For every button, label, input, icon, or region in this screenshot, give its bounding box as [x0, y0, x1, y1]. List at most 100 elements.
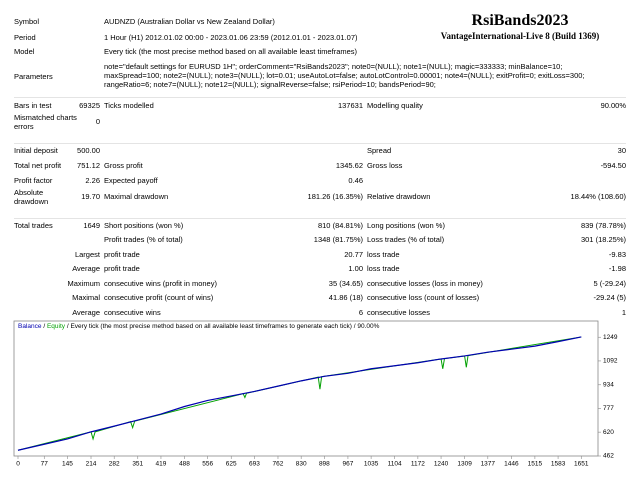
stat-label: loss trade: [367, 250, 400, 259]
x-tick-label: 693: [249, 461, 260, 468]
stat-label: consecutive losses: [367, 308, 430, 317]
x-tick-label: 1377: [481, 461, 496, 468]
x-tick-label: 556: [202, 461, 213, 468]
stat-value: 19.70: [81, 192, 100, 201]
series-line: [17, 336, 582, 451]
stat-label: consecutive wins (profit in money): [104, 279, 217, 288]
stat-value: 500.00: [77, 146, 100, 155]
chart-frame: [13, 320, 599, 457]
y-tick-label: 1249: [603, 334, 618, 341]
stat-label: Gross loss: [367, 161, 403, 170]
x-tick-label: 419: [156, 461, 167, 468]
stat-value: -9.83: [608, 250, 626, 259]
stat-label: Mismatched charts errors: [14, 113, 77, 131]
stat-value: 2.26: [85, 176, 100, 185]
stat-value: 18.44% (108.60): [570, 192, 626, 201]
legend-balance: Balance: [18, 323, 42, 330]
x-tick-label: 351: [132, 461, 143, 468]
y-tick-label: 1092: [603, 358, 618, 365]
x-tick-label: 214: [86, 461, 97, 468]
stat-value: Average: [72, 308, 100, 317]
report-title: RsiBands2023: [471, 12, 569, 29]
y-tick-label: 462: [603, 453, 614, 460]
stat-label: Initial deposit: [14, 146, 58, 155]
stat-label: Profit factor: [14, 176, 53, 185]
legend-quality: 90.00%: [357, 323, 380, 330]
stat-value: 5 (-29.24): [593, 279, 626, 288]
stat-label: Total trades: [14, 221, 53, 230]
legend-separator: /: [66, 323, 69, 330]
stat-value: 0: [95, 117, 100, 126]
stat-value: Average: [72, 264, 100, 273]
x-tick-label: 1172: [411, 461, 425, 468]
stat-value: 1: [621, 308, 626, 317]
stat-label: Spread: [367, 146, 392, 155]
stat-label: Gross profit: [104, 161, 143, 170]
x-tick-label: 77: [41, 461, 49, 468]
stat-value: 1348 (81.75%): [313, 235, 363, 244]
stat-value: 1.00: [348, 264, 363, 273]
info-value: note="default settings for EURUSD 1H"; o…: [104, 62, 585, 89]
x-tick-label: 1446: [504, 461, 519, 468]
stat-label: Loss trades (% of total): [367, 235, 445, 244]
stat-label: Ticks modelled: [104, 101, 154, 110]
stat-value: 6: [358, 308, 363, 317]
stat-value: 1345.62: [335, 161, 363, 170]
stat-value: 181.26 (16.35%): [307, 192, 363, 201]
legend-equity: Equity: [46, 323, 66, 330]
y-tick-label: 934: [603, 381, 614, 388]
x-tick-label: 1651: [574, 461, 589, 468]
info-value: AUDNZD (Australian Dollar vs New Zealand…: [104, 17, 275, 26]
x-tick-label: 1104: [388, 461, 402, 468]
stat-label: Absolute drawdown: [14, 188, 49, 206]
info-label: Model: [14, 47, 35, 56]
x-tick-label: 0: [16, 461, 20, 468]
stat-value: 20.77: [344, 250, 363, 259]
stat-label: Expected payoff: [104, 176, 158, 185]
stat-value: 810 (84.81%): [317, 221, 363, 230]
stat-value: 137631: [337, 101, 363, 110]
x-tick-label: 898: [319, 461, 330, 468]
stat-label: Total net profit: [14, 161, 62, 170]
stat-label: profit trade: [104, 264, 140, 273]
stat-label: Short positions (won %): [104, 221, 184, 230]
x-tick-label: 488: [179, 461, 190, 468]
x-tick-label: 1583: [551, 461, 566, 468]
x-tick-label: 625: [226, 461, 237, 468]
info-label: Symbol: [14, 17, 40, 26]
x-tick-label: 145: [62, 461, 73, 468]
stat-value: 751.12: [77, 161, 100, 170]
y-tick-label: 620: [603, 429, 614, 436]
stat-label: consecutive losses (loss in money): [367, 279, 483, 288]
stat-label: consecutive profit (count of wins): [104, 293, 214, 302]
info-value: Every tick (the most precise method base…: [104, 47, 358, 56]
chart-legend: Balance / Equity / Every tick (the most …: [18, 323, 379, 330]
x-tick-label: 967: [342, 461, 353, 468]
y-tick-label: 777: [603, 405, 614, 412]
legend-separator: /: [353, 323, 356, 330]
stat-value: 839 (78.78%): [580, 221, 626, 230]
legend-separator: /: [43, 323, 46, 330]
stat-label: consecutive loss (count of losses): [367, 293, 480, 302]
stat-value: -594.50: [600, 161, 626, 170]
stat-label: Modelling quality: [367, 101, 423, 110]
stat-value: Maximal: [72, 293, 100, 302]
x-tick-label: 762: [273, 461, 284, 468]
stat-value: Largest: [74, 250, 100, 259]
info-value: 1 Hour (H1) 2012.01.02 00:00 - 2023.01.0…: [104, 33, 358, 42]
x-tick-label: 830: [296, 461, 307, 468]
stat-value: 0.46: [348, 176, 363, 185]
stat-value: 30: [617, 146, 626, 155]
stat-label: Maximal drawdown: [104, 192, 169, 201]
stat-value: 90.00%: [600, 101, 626, 110]
info-label: Period: [14, 33, 36, 42]
info-label: Parameters: [14, 72, 53, 81]
x-tick-label: 1035: [364, 461, 379, 468]
stat-value: 301 (18.25%): [580, 235, 626, 244]
x-tick-label: 1515: [528, 461, 543, 468]
separator: [14, 143, 626, 144]
stat-label: consecutive wins: [104, 308, 161, 317]
stat-label: Relative drawdown: [367, 192, 431, 201]
separator: [14, 218, 626, 219]
